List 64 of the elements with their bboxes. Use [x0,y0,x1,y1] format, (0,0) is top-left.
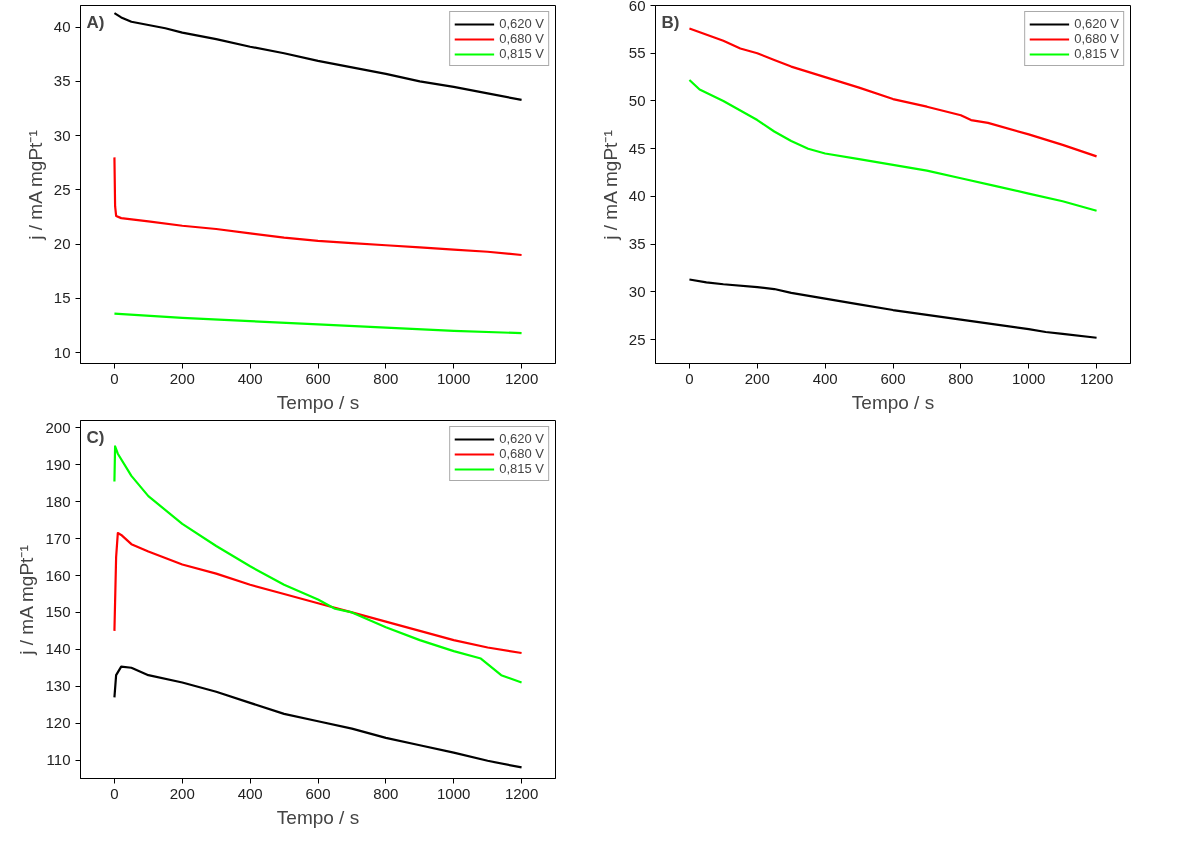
y-axis-title: j / mA mgPt⁻¹ [24,130,46,241]
x-tick-label: 600 [305,784,331,802]
x-tick-label: 0 [685,369,694,387]
x-tick-label: 800 [373,784,399,802]
x-tick-label: 0 [110,369,119,387]
x-tick-label: 400 [237,369,263,387]
y-tick-label: 150 [45,603,71,621]
annotation: B) [661,12,680,32]
legend-label: 0,680 V [499,31,544,46]
x-tick-label: 200 [169,784,195,802]
y-tick-label: 30 [628,282,646,300]
x-tick-label: 600 [305,369,331,387]
x-tick-label: 0 [110,784,119,802]
y-tick-label: 140 [45,640,71,658]
y-tick-label: 190 [45,455,71,473]
x-axis-title: Tempo / s [851,391,935,413]
y-tick-label: 130 [45,677,71,695]
legend-label: 0,680 V [499,446,544,461]
y-tick-label: 110 [46,751,71,769]
y-tick-label: 120 [45,714,71,732]
y-tick-label: 40 [53,18,71,36]
x-tick-label: 200 [744,369,770,387]
legend-label: 0,620 V [1074,16,1119,31]
annotation: A) [86,12,105,32]
legend-label: 0,620 V [499,16,544,31]
x-tick-label: 400 [237,784,263,802]
x-tick-label: 600 [880,369,906,387]
x-tick-label: 1200 [1079,369,1114,387]
y-tick-label: 180 [45,492,71,510]
x-tick-label: 1200 [504,369,539,387]
legend-label: 0,815 V [1074,46,1119,61]
legend-label: 0,815 V [499,461,544,476]
y-tick-label: 25 [628,330,646,348]
y-tick-label: 35 [53,72,71,90]
y-tick-label: 20 [53,235,71,253]
y-tick-label: 170 [45,529,71,547]
y-tick-label: 55 [628,44,646,62]
y-axis-title: j / mA mgPt⁻¹ [16,545,38,656]
x-tick-label: 1000 [437,369,471,387]
y-tick-label: 200 [45,418,71,436]
x-axis-title: Tempo / s [276,806,360,828]
y-tick-label: 45 [628,139,646,157]
x-tick-label: 400 [812,369,838,387]
x-tick-label: 200 [169,369,195,387]
x-tick-label: 800 [373,369,399,387]
y-tick-label: 50 [628,91,646,109]
y-tick-label: 10 [53,343,71,361]
annotation: C) [86,427,105,447]
x-tick-label: 1000 [437,784,471,802]
x-axis-title: Tempo / s [276,391,360,413]
x-tick-label: 800 [948,369,974,387]
y-tick-label: 160 [45,566,71,584]
y-tick-label: 30 [53,126,71,144]
y-axis-title: j / mA mgPt⁻¹ [599,130,621,241]
y-tick-label: 60 [628,0,646,14]
legend-label: 0,620 V [499,431,544,446]
y-tick-label: 40 [628,187,646,205]
x-tick-label: 1200 [504,784,539,802]
y-tick-label: 25 [53,180,71,198]
legend-label: 0,680 V [1074,31,1119,46]
x-tick-label: 1000 [1012,369,1046,387]
y-tick-label: 35 [628,235,646,253]
y-tick-label: 15 [53,289,71,307]
legend-label: 0,815 V [499,46,544,61]
